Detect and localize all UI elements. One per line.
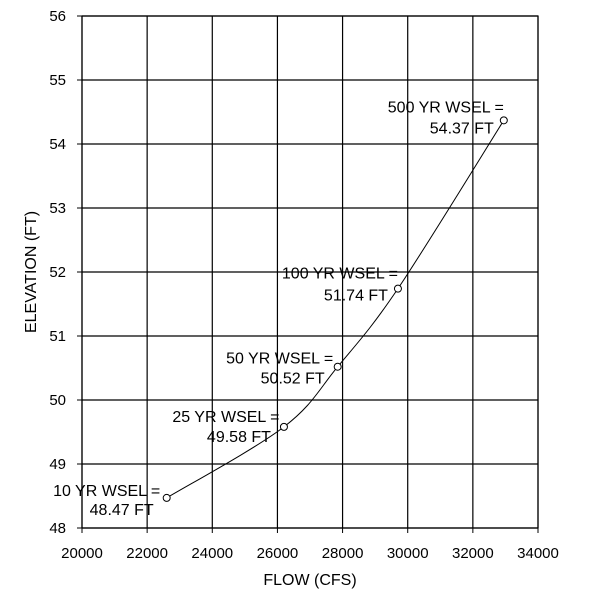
data-point [162, 493, 171, 502]
annotation-value: 50.52 FT [261, 371, 325, 388]
annotation-value: 54.37 FT [430, 120, 494, 137]
data-point [499, 116, 508, 125]
data-point [333, 362, 342, 371]
x-tick-label: 34000 [517, 545, 559, 562]
annotation-label: 10 YR WSEL = [53, 483, 160, 500]
y-tick-label: 54 [49, 136, 66, 153]
annotation-label: 50 YR WSEL = [226, 351, 333, 368]
data-point [393, 284, 402, 293]
annotation-label: 100 YR WSEL = [282, 266, 398, 283]
x-tick-label: 32000 [452, 545, 494, 562]
y-tick-label: 50 [49, 392, 66, 409]
annotations: 10 YR WSEL = 48.47 FT 25 YR WSEL = 49.58 FT… [53, 99, 504, 519]
annotation-label: 500 YR WSEL = [388, 99, 504, 116]
plot-frame [81, 15, 539, 529]
x-axis-title: FLOW (CFS) [263, 572, 356, 589]
y-tick-label: 48 [49, 520, 66, 537]
x-tick-label: 24000 [191, 545, 233, 562]
x-tick-label: 28000 [322, 545, 364, 562]
x-tick-label: 20000 [61, 545, 103, 562]
y-tick-label: 49 [49, 456, 66, 473]
y-tick-labels: 48 49 50 51 52 53 54 55 56 [49, 8, 66, 537]
x-tick-label: 30000 [387, 545, 429, 562]
y-tick-label: 56 [49, 8, 66, 25]
y-axis-title: ELEVATION (FT) [23, 211, 40, 333]
annotation-label: 25 YR WSEL = [172, 409, 279, 426]
data-point [279, 422, 288, 431]
annotation-value: 48.47 FT [90, 502, 154, 519]
series-line [166, 120, 505, 499]
x-tick-label: 22000 [126, 545, 168, 562]
annotation-value: 51.74 FT [324, 288, 388, 305]
data-points [162, 116, 508, 502]
annotation-value: 49.58 FT [207, 429, 271, 446]
y-tick-label: 51 [49, 328, 66, 345]
x-tick-label: 26000 [257, 545, 299, 562]
y-tick-label: 55 [49, 72, 66, 89]
y-tick-label: 53 [49, 200, 66, 217]
y-tick-label: 52 [49, 264, 66, 281]
x-tick-labels: 20000 22000 24000 26000 28000 30000 32000 34000 [61, 545, 559, 562]
